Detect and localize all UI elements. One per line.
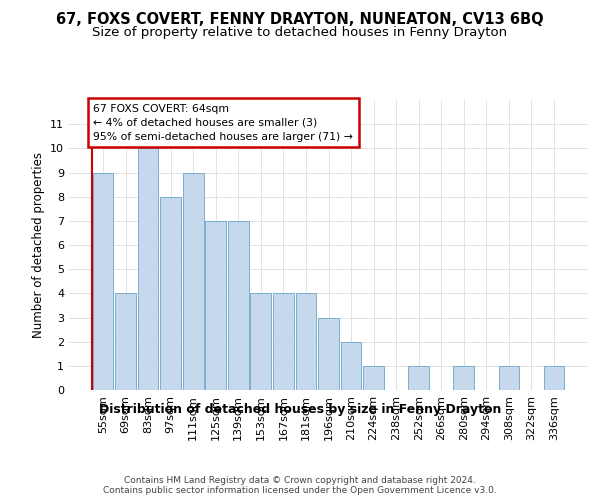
Text: Contains HM Land Registry data © Crown copyright and database right 2024.
Contai: Contains HM Land Registry data © Crown c…: [103, 476, 497, 495]
Text: 67, FOXS COVERT, FENNY DRAYTON, NUNEATON, CV13 6BQ: 67, FOXS COVERT, FENNY DRAYTON, NUNEATON…: [56, 12, 544, 28]
Bar: [544, 366, 565, 390]
Bar: [296, 294, 316, 390]
Bar: [205, 221, 226, 390]
Bar: [160, 196, 181, 390]
Bar: [363, 366, 384, 390]
Bar: [454, 366, 474, 390]
Text: 67 FOXS COVERT: 64sqm
← 4% of detached houses are smaller (3)
95% of semi-detach: 67 FOXS COVERT: 64sqm ← 4% of detached h…: [94, 104, 353, 142]
Bar: [341, 342, 361, 390]
Bar: [318, 318, 339, 390]
Y-axis label: Number of detached properties: Number of detached properties: [32, 152, 44, 338]
Text: Distribution of detached houses by size in Fenny Drayton: Distribution of detached houses by size …: [99, 402, 501, 415]
Bar: [183, 172, 203, 390]
Bar: [228, 221, 248, 390]
Bar: [92, 172, 113, 390]
Bar: [273, 294, 294, 390]
Bar: [250, 294, 271, 390]
Bar: [115, 294, 136, 390]
Bar: [409, 366, 429, 390]
Bar: [499, 366, 520, 390]
Bar: [137, 148, 158, 390]
Text: Size of property relative to detached houses in Fenny Drayton: Size of property relative to detached ho…: [92, 26, 508, 39]
